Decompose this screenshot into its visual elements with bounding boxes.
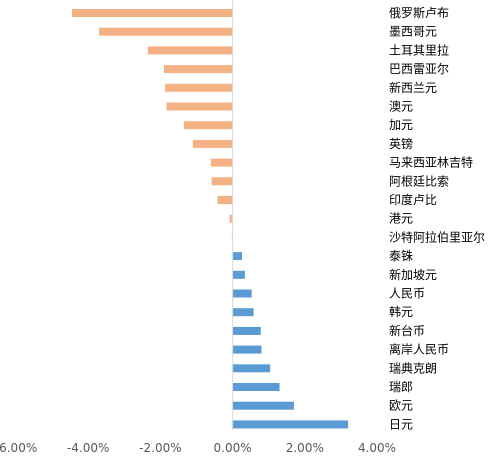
bar	[232, 401, 294, 410]
x-tick-label: -4.00%	[67, 441, 109, 455]
bar	[211, 177, 233, 186]
x-tick-label: 0.00%	[214, 441, 252, 455]
bar	[232, 308, 254, 317]
category-label: 土耳其里拉	[389, 42, 449, 57]
bar	[147, 46, 233, 55]
bar	[99, 27, 233, 36]
bar	[232, 270, 245, 279]
bars-group	[71, 9, 349, 429]
bar	[232, 420, 349, 429]
category-label: 马来西亚林吉特	[389, 155, 473, 170]
x-axis-tick-labels: -6.00% -4.00% -2.00% 0.00% 2.00% 4.00%	[0, 441, 396, 455]
bar	[183, 121, 233, 130]
bar	[165, 83, 233, 92]
category-label: 澳元	[389, 100, 413, 114]
bar	[164, 65, 233, 74]
category-label: 韩元	[389, 304, 413, 319]
x-tick-label: -6.00%	[0, 441, 37, 455]
category-label: 日元	[389, 417, 413, 431]
x-tick-label: -2.00%	[139, 441, 181, 455]
category-label: 新加坡元	[389, 267, 437, 282]
category-label: 阿根廷比索	[389, 174, 449, 188]
bar	[192, 139, 233, 148]
category-label: 巴西雷亚尔	[389, 61, 449, 76]
bar	[71, 9, 233, 17]
bar	[232, 326, 261, 335]
category-label: 墨西哥元	[389, 25, 437, 39]
category-label: 沙特阿拉伯里亚尔	[389, 229, 485, 244]
category-label: 瑞郎	[389, 380, 413, 394]
category-label: 新西兰元	[389, 80, 437, 95]
bar	[232, 364, 271, 373]
bar	[232, 289, 252, 298]
bar	[232, 252, 242, 261]
bar	[232, 345, 262, 354]
category-label: 瑞典克朗	[389, 361, 437, 375]
category-labels: 俄罗斯卢布墨西哥元土耳其里拉巴西雷亚尔新西兰元澳元加元英镑马来西亚林吉特阿根廷比…	[389, 5, 485, 431]
bar	[166, 102, 233, 111]
category-label: 英镑	[389, 136, 413, 151]
category-label: 印度卢比	[389, 192, 437, 207]
category-label: 离岸人民币	[389, 342, 449, 357]
x-tick-label: 2.00%	[286, 441, 324, 455]
bar	[217, 196, 233, 204]
category-label: 泰铢	[389, 248, 413, 263]
category-label: 加元	[389, 118, 413, 132]
bar	[210, 158, 233, 167]
category-label: 新台币	[389, 323, 425, 338]
category-label: 人民币	[389, 287, 425, 301]
category-label: 港元	[389, 212, 413, 226]
category-label: 欧元	[389, 399, 413, 413]
bar	[229, 214, 233, 223]
x-tick-label: 4.00%	[358, 441, 396, 455]
category-label: 俄罗斯卢布	[389, 5, 449, 20]
bar	[232, 383, 280, 391]
